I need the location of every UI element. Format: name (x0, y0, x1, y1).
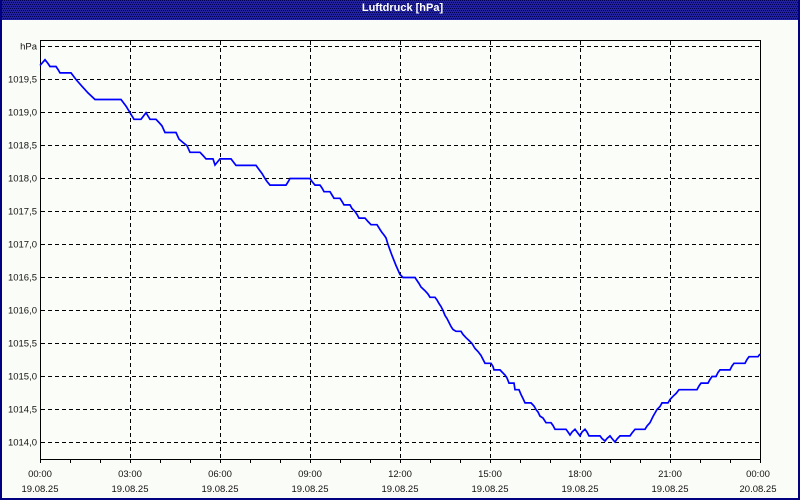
svg-text:18:00: 18:00 (568, 469, 592, 480)
svg-text:1018,5: 1018,5 (8, 141, 37, 152)
svg-text:09:00: 09:00 (298, 469, 322, 480)
svg-text:1019,5: 1019,5 (8, 75, 37, 86)
svg-text:00:00: 00:00 (28, 469, 52, 480)
svg-text:19.08.25: 19.08.25 (562, 484, 599, 495)
svg-text:1014,5: 1014,5 (8, 405, 37, 416)
svg-text:hPa: hPa (20, 42, 38, 53)
svg-text:19.08.25: 19.08.25 (382, 484, 419, 495)
svg-text:1019,0: 1019,0 (8, 108, 37, 119)
svg-text:1015,0: 1015,0 (8, 372, 37, 383)
svg-text:1016,5: 1016,5 (8, 273, 37, 284)
svg-text:12:00: 12:00 (388, 469, 412, 480)
svg-text:03:00: 03:00 (118, 469, 142, 480)
svg-text:06:00: 06:00 (208, 469, 232, 480)
svg-text:1015,5: 1015,5 (8, 339, 37, 350)
svg-text:19.08.25: 19.08.25 (22, 484, 59, 495)
svg-text:1017,0: 1017,0 (8, 240, 37, 251)
svg-text:1016,0: 1016,0 (8, 306, 37, 317)
svg-text:19.08.25: 19.08.25 (652, 484, 689, 495)
svg-text:00:00: 00:00 (746, 469, 770, 480)
svg-text:20.08.25: 20.08.25 (740, 484, 777, 495)
svg-text:1014,0: 1014,0 (8, 438, 37, 449)
svg-text:1017,5: 1017,5 (8, 207, 37, 218)
svg-text:19.08.25: 19.08.25 (202, 484, 239, 495)
svg-text:21:00: 21:00 (658, 469, 682, 480)
svg-text:19.08.25: 19.08.25 (472, 484, 509, 495)
svg-text:19.08.25: 19.08.25 (292, 484, 329, 495)
svg-text:1018,0: 1018,0 (8, 174, 37, 185)
svg-text:19.08.25: 19.08.25 (112, 484, 149, 495)
svg-text:15:00: 15:00 (478, 469, 502, 480)
